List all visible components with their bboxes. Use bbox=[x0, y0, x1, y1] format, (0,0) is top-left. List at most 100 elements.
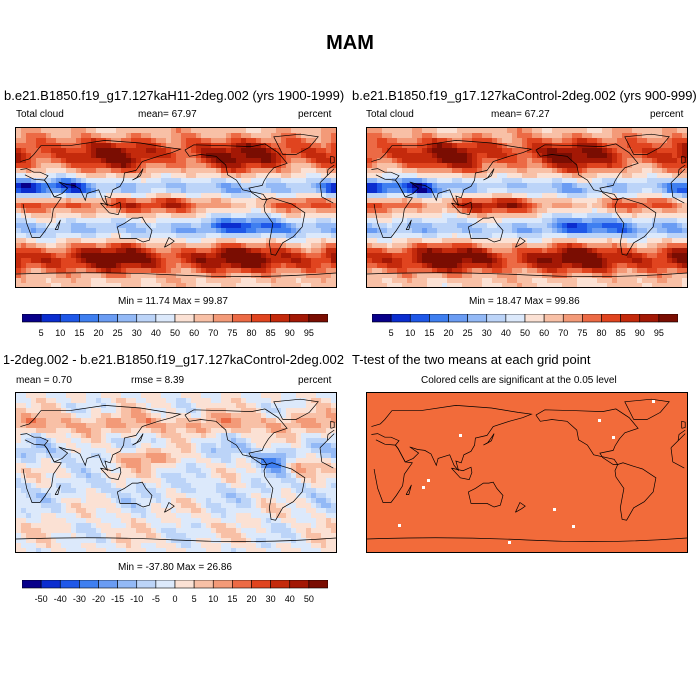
panel1-map-cell bbox=[101, 143, 107, 149]
panel2-map-cell bbox=[637, 263, 643, 269]
panel2-map-cell bbox=[557, 158, 563, 164]
panel1-map-cell bbox=[101, 193, 107, 199]
panel2-map-cell bbox=[672, 248, 678, 254]
panel3-map-cell bbox=[246, 393, 252, 399]
panel1-map-cell bbox=[316, 148, 322, 154]
panel1-map-cell bbox=[61, 218, 67, 224]
panel2-map-cell bbox=[537, 138, 543, 144]
panel2-map-cell bbox=[377, 238, 383, 244]
panel1-map-cell bbox=[286, 278, 292, 284]
panel1-map-cell bbox=[246, 173, 252, 179]
panel2-map-cell bbox=[557, 183, 563, 189]
panel2-colorbar: 5 10 15 20 25 30 40 50 60 70 75 80 85 90 95 bbox=[371, 313, 679, 344]
panel2-map-cell bbox=[592, 253, 598, 259]
panel3-map-cell bbox=[181, 438, 187, 444]
panel3-map-cell bbox=[26, 433, 32, 439]
panel2-map-cell bbox=[597, 208, 603, 214]
panel3-map-cell bbox=[36, 413, 42, 419]
panel1-map-cell bbox=[196, 268, 202, 274]
panel1-map-cell bbox=[201, 143, 207, 149]
panel1-map-cell bbox=[246, 218, 252, 224]
panel2-map-cell bbox=[392, 163, 398, 169]
panel1-map-cell bbox=[211, 143, 217, 149]
panel3-map-cell bbox=[86, 428, 92, 434]
panel1-map-cell bbox=[296, 273, 302, 279]
panel2-map-cell bbox=[487, 243, 493, 249]
panel1-map-cell bbox=[91, 188, 97, 194]
panel3-map-cell bbox=[76, 393, 82, 399]
panel3-map-cell bbox=[131, 403, 137, 409]
panel2-map-cell bbox=[547, 198, 553, 204]
panel1-map-cell bbox=[286, 238, 292, 244]
panel2-map-cell bbox=[617, 153, 623, 159]
panel2-map-cell bbox=[517, 208, 523, 214]
panel2-map-cell bbox=[587, 238, 593, 244]
panel1-map-cell bbox=[91, 268, 97, 274]
panel1-map-cell bbox=[166, 193, 172, 199]
panel1-map-cell bbox=[81, 243, 87, 249]
panel1-map-cell bbox=[46, 208, 52, 214]
panel2-map-cell bbox=[577, 273, 583, 279]
panel3-map-cell bbox=[101, 433, 107, 439]
panel1-map-cell bbox=[136, 248, 142, 254]
panel2-map-cell bbox=[652, 268, 658, 274]
panel1-map-cell bbox=[271, 238, 277, 244]
panel1-map-cell bbox=[241, 203, 247, 209]
panel1-map-cell bbox=[196, 228, 202, 234]
panel2-map-cell bbox=[392, 188, 398, 194]
panel1-map-cell bbox=[101, 163, 107, 169]
panel2-map-cell bbox=[657, 213, 663, 219]
panel3-map-cell bbox=[266, 448, 272, 454]
panel2-map-cell bbox=[472, 198, 478, 204]
panel2-map-cell bbox=[617, 133, 623, 139]
panel1-map-cell bbox=[316, 203, 322, 209]
panel2-map-cell bbox=[422, 213, 428, 219]
panel2-map-cell bbox=[437, 238, 443, 244]
panel2-map-cell bbox=[392, 193, 398, 199]
panel1-map-cell bbox=[46, 263, 52, 269]
panel2-map-cell bbox=[517, 143, 523, 149]
panel1-map-cell bbox=[71, 208, 77, 214]
panel1-map-cell bbox=[311, 193, 317, 199]
panel1-map-cell bbox=[331, 153, 336, 159]
panel1-map-cell bbox=[86, 173, 92, 179]
panel3-map-cell bbox=[116, 453, 122, 459]
panel2-map-cell bbox=[512, 173, 518, 179]
panel3-map bbox=[15, 392, 337, 553]
panel2-map-cell bbox=[597, 248, 603, 254]
panel2-map-cell bbox=[367, 243, 373, 249]
panel1-map-cell bbox=[151, 233, 157, 239]
panel2-map-cell bbox=[542, 163, 548, 169]
panel1-map-cell bbox=[36, 238, 42, 244]
panel1-map-cell bbox=[111, 193, 117, 199]
panel2-map-cell bbox=[412, 263, 418, 269]
panel2-map-cell bbox=[442, 178, 448, 184]
panel2-map-cell bbox=[642, 248, 648, 254]
panel1-map-cell bbox=[136, 163, 142, 169]
panel1-map-cell bbox=[111, 198, 117, 204]
panel3-map-cell bbox=[166, 393, 172, 399]
panel1-map-cell bbox=[136, 258, 142, 264]
panel1-map-cell bbox=[46, 128, 52, 134]
panel2-map-cell bbox=[377, 183, 383, 189]
panel2-map-cell bbox=[662, 158, 668, 164]
panel2-map-cell bbox=[382, 158, 388, 164]
panel1-map-cell bbox=[191, 158, 197, 164]
panel2-map-cell bbox=[397, 228, 403, 234]
panel1-map-cell bbox=[206, 163, 212, 169]
panel1-colorbar-tick-label: 15 bbox=[74, 328, 84, 338]
panel2-map-cell bbox=[587, 228, 593, 234]
panel2-map-cell bbox=[397, 193, 403, 199]
panel1-map-cell bbox=[276, 228, 282, 234]
panel1-map-cell bbox=[36, 273, 42, 279]
panel3-map-cell bbox=[281, 448, 287, 454]
panel2-map-cell bbox=[437, 158, 443, 164]
panel1-map-cell bbox=[311, 283, 317, 287]
panel3-map-cell bbox=[96, 393, 102, 399]
panel3-map-cell bbox=[321, 443, 327, 449]
panel2-map-cell bbox=[372, 133, 378, 139]
panel1-map-cell bbox=[156, 158, 162, 164]
panel1-map-cell bbox=[171, 173, 177, 179]
panel1-map-cell bbox=[231, 253, 237, 259]
panel1-map-cell bbox=[41, 148, 47, 154]
